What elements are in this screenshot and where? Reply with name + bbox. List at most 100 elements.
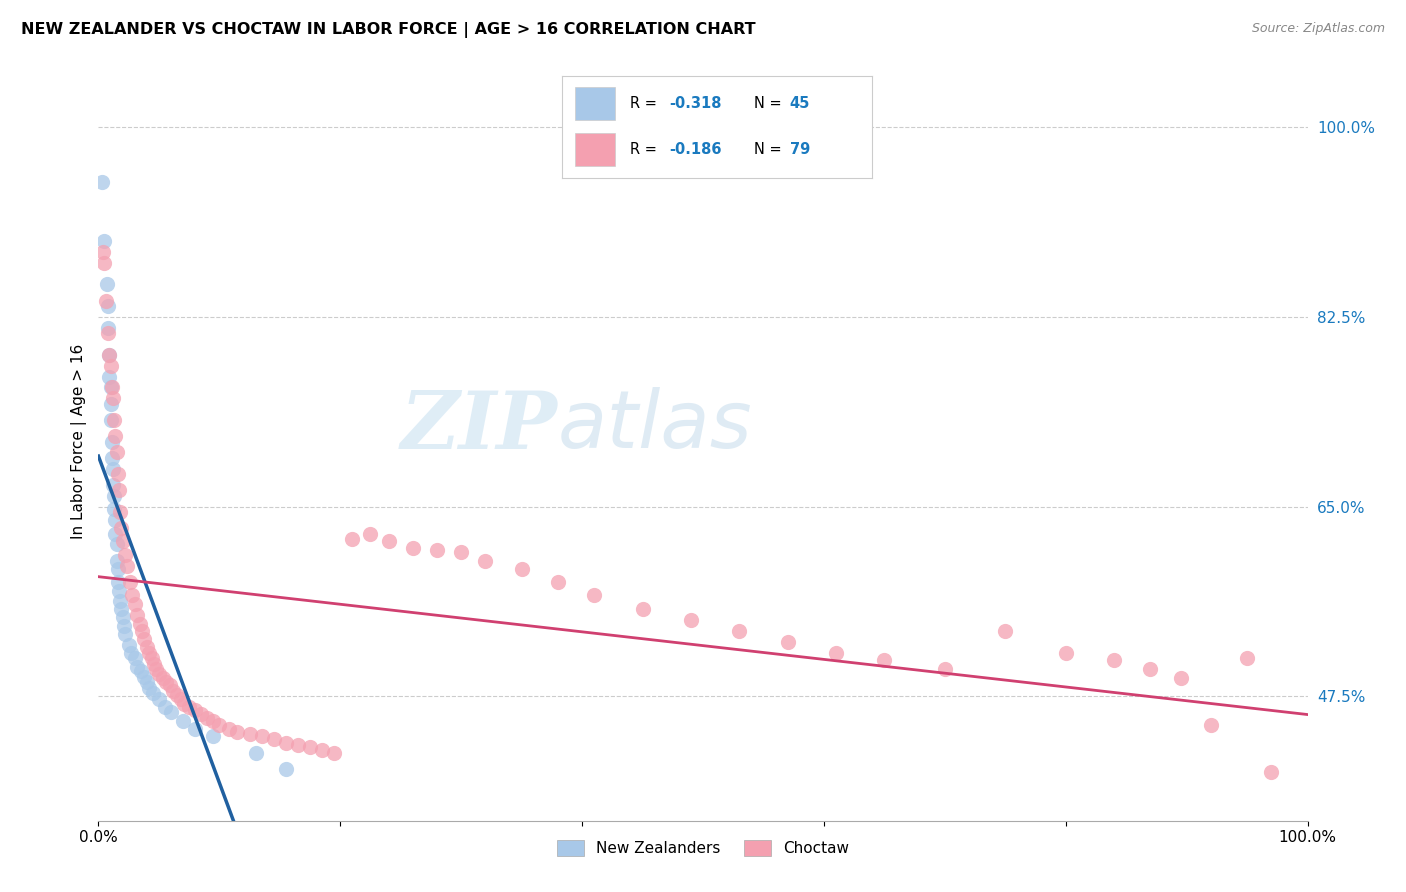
Text: 45: 45 [790,96,810,111]
Point [110,521,132,535]
Point [1236,651,1258,665]
Point [299,739,322,754]
Point [103,501,125,516]
Point [274,762,297,776]
Point [679,613,702,627]
Point [124,651,146,665]
Point [134,669,156,684]
Point [1054,646,1077,660]
Point [91,175,114,189]
Point [112,618,135,632]
Point [103,489,125,503]
Text: N =: N = [754,96,786,111]
Point [128,616,150,631]
Point [98,348,121,362]
Point [160,706,183,720]
Point [138,646,160,660]
Point [583,588,606,602]
Point [101,478,124,492]
Point [1199,718,1222,732]
Point [377,534,399,549]
FancyBboxPatch shape [575,133,614,166]
Point [226,724,249,739]
Point [134,632,156,646]
Point [97,321,120,335]
Point [152,671,174,685]
Text: atlas: atlas [558,387,752,466]
Point [547,575,569,590]
Point [1170,671,1192,685]
Point [728,624,751,639]
Point [127,660,149,674]
Text: Source: ZipAtlas.com: Source: ZipAtlas.com [1251,22,1385,36]
Point [153,699,176,714]
Point [117,559,139,574]
Point [108,483,131,498]
Point [105,537,128,551]
Point [107,467,129,481]
Text: N =: N = [754,142,786,157]
Text: -0.186: -0.186 [669,142,721,157]
Point [111,610,134,624]
Point [100,380,122,394]
Text: -0.318: -0.318 [669,96,721,111]
Point [91,244,114,259]
Text: ZIP: ZIP [401,388,558,465]
Point [239,727,262,741]
Point [994,624,1017,639]
Point [100,380,122,394]
Point [873,653,896,667]
Point [131,624,153,639]
Point [94,293,117,308]
Point [124,597,146,611]
Point [311,743,333,757]
Point [97,326,120,341]
Point [97,299,120,313]
Point [100,450,122,465]
Point [202,714,225,728]
Point [450,545,472,559]
Point [143,657,166,671]
Text: 79: 79 [790,142,810,157]
Point [142,686,165,700]
Point [287,738,309,752]
Point [218,722,240,736]
Point [195,711,218,725]
Text: R =: R = [630,142,662,157]
Legend: New Zealanders, Choctaw: New Zealanders, Choctaw [551,834,855,863]
Point [169,692,191,706]
Point [93,234,115,248]
Point [184,703,207,717]
Point [108,594,131,608]
Point [202,729,225,743]
Point [1260,764,1282,779]
Point [1102,653,1125,667]
Y-axis label: In Labor Force | Age > 16: In Labor Force | Age > 16 [72,344,87,539]
Point [148,692,170,706]
Point [98,369,121,384]
Point [114,627,136,641]
Point [101,391,124,405]
Point [250,729,273,743]
Point [129,664,152,678]
Text: NEW ZEALANDER VS CHOCTAW IN LABOR FORCE | AGE > 16 CORRELATION CHART: NEW ZEALANDER VS CHOCTAW IN LABOR FORCE … [21,22,755,38]
Point [274,736,297,750]
Point [103,413,125,427]
Text: R =: R = [630,96,662,111]
Point [510,562,533,576]
Point [172,714,194,728]
Point [108,505,131,519]
Point [360,526,382,541]
Point [162,683,184,698]
Point [105,554,128,568]
Point [155,675,177,690]
Point [107,575,129,590]
Point [135,640,157,655]
Point [934,662,956,676]
Point [118,575,141,590]
Point [127,607,149,622]
Point [101,461,124,475]
Point [105,445,128,459]
FancyBboxPatch shape [575,87,614,120]
Point [184,722,207,736]
